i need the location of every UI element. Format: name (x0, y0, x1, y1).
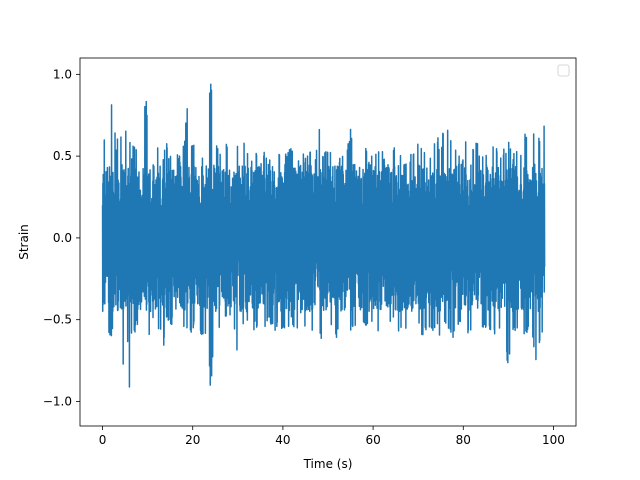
axes-frame (79, 57, 577, 427)
y-tick-label: −0.5 (43, 313, 72, 327)
y-tick-label: 0.0 (53, 231, 72, 245)
x-axis: 0 20 40 60 80 100 (99, 426, 565, 447)
x-tick-label: 100 (542, 433, 565, 447)
y-axis-label: Strain (17, 224, 31, 260)
x-tick-label: 80 (456, 433, 471, 447)
x-tick-label: 20 (185, 433, 200, 447)
y-tick-label: 0.5 (53, 149, 72, 163)
x-tick-label: 0 (99, 433, 107, 447)
x-axis-label: Time (s) (303, 457, 353, 471)
legend-box (557, 64, 570, 77)
strain-series-line (101, 83, 546, 388)
y-tick-label: −1.0 (43, 394, 72, 408)
x-tick-label: 60 (365, 433, 380, 447)
y-tick-label: 1.0 (53, 67, 72, 81)
x-tick-label: 40 (275, 433, 290, 447)
y-axis: −1.0 −0.5 0.0 0.5 1.0 (43, 67, 80, 408)
plot-area (101, 83, 546, 388)
